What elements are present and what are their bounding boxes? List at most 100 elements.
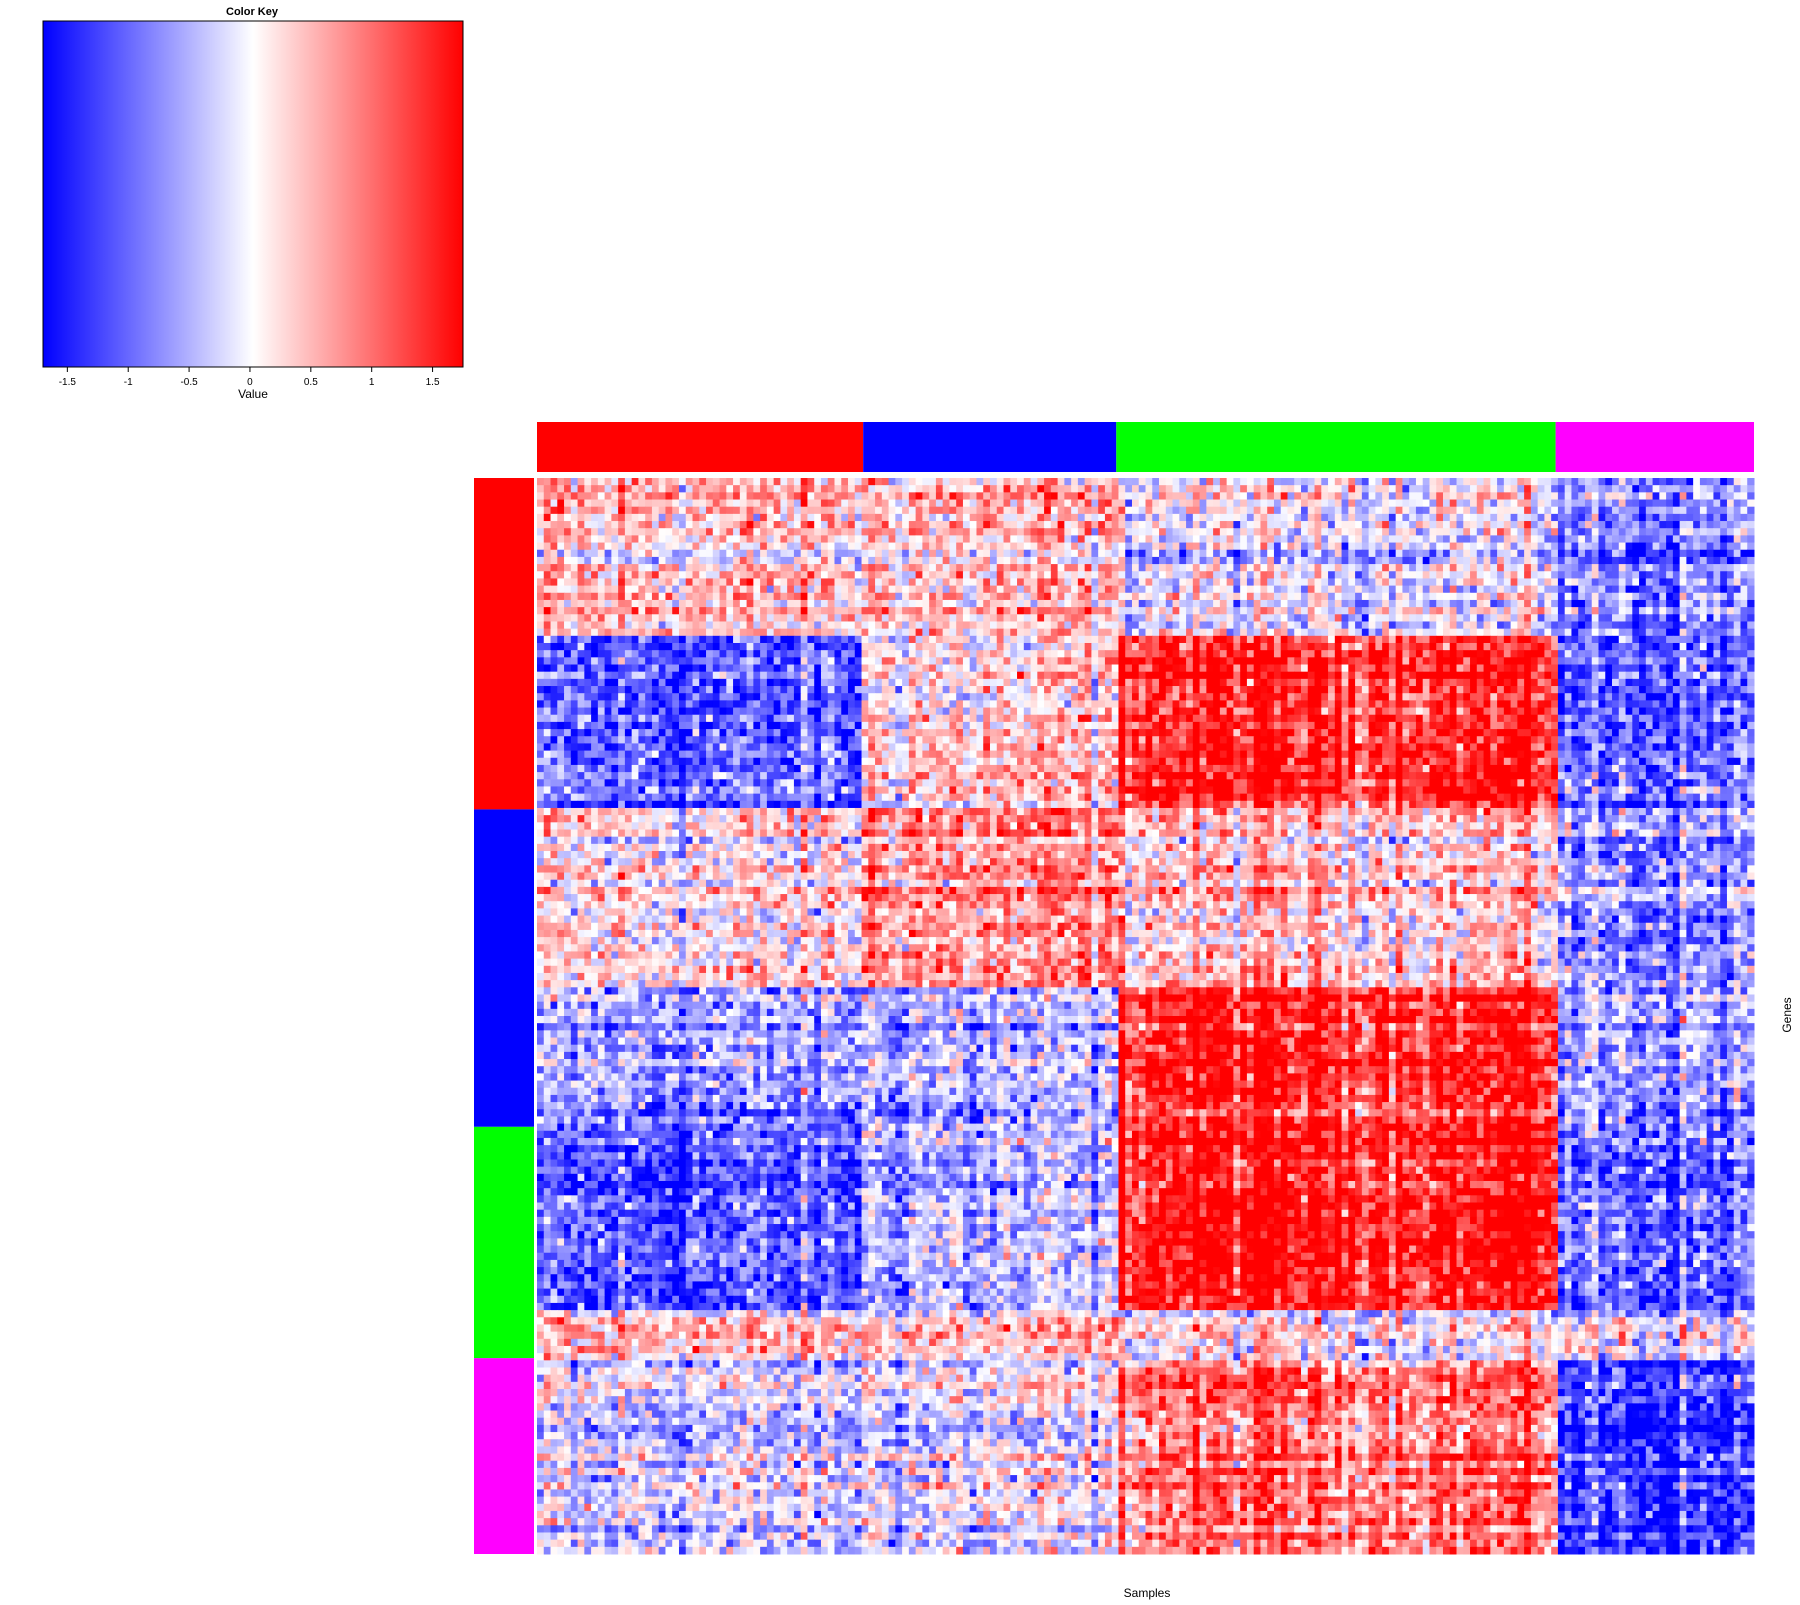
- heatmap-cell: [1382, 500, 1389, 508]
- heatmap-cell: [868, 636, 875, 644]
- heatmap-cell: [665, 593, 672, 601]
- heatmap-cell: [1457, 478, 1464, 486]
- heatmap-cell: [747, 665, 754, 673]
- heatmap-cell: [1605, 564, 1612, 572]
- heatmap-cell: [1105, 557, 1112, 565]
- heatmap-cell: [916, 600, 923, 608]
- heatmap-cell: [733, 665, 740, 673]
- heatmap-cell: [591, 543, 598, 551]
- heatmap-cell: [557, 528, 564, 536]
- heatmap-cell: [1308, 507, 1315, 515]
- heatmap-cell: [1639, 614, 1646, 622]
- heatmap-cell: [1051, 557, 1058, 565]
- heatmap-cell: [1457, 593, 1464, 601]
- heatmap-cell: [1071, 543, 1078, 551]
- heatmap-cell: [1686, 564, 1693, 572]
- heatmap-cell: [753, 543, 760, 551]
- heatmap-cell: [1524, 607, 1531, 615]
- heatmap-cell: [686, 492, 693, 500]
- heatmap-cell: [976, 607, 983, 615]
- heatmap-cell: [544, 657, 551, 665]
- heatmap-cell: [1247, 492, 1254, 500]
- heatmap-cell: [882, 636, 889, 644]
- heatmap-cell: [1659, 557, 1666, 565]
- heatmap-cell: [1044, 614, 1051, 622]
- heatmap-cell: [1037, 621, 1044, 629]
- heatmap-cell: [1206, 485, 1213, 493]
- heatmap-cell: [1517, 657, 1524, 665]
- heatmap-cell: [605, 586, 612, 594]
- heatmap-cell: [638, 564, 645, 572]
- heatmap-cell: [1308, 657, 1315, 665]
- heatmap-cell: [1328, 550, 1335, 558]
- heatmap-cell: [578, 543, 585, 551]
- heatmap-cell: [1254, 528, 1261, 536]
- heatmap-cell: [1342, 621, 1349, 629]
- heatmap-cell: [1538, 650, 1545, 658]
- heatmap-cell: [1619, 636, 1626, 644]
- heatmap-cell: [1227, 672, 1234, 680]
- heatmap-cell: [1571, 500, 1578, 508]
- heatmap-cell: [1402, 485, 1409, 493]
- heatmap-cell: [1632, 586, 1639, 594]
- heatmap-cell: [1193, 643, 1200, 651]
- heatmap-cell: [1186, 593, 1193, 601]
- heatmap-cell: [1673, 593, 1680, 601]
- heatmap-cell: [787, 500, 794, 508]
- heatmap-cell: [983, 578, 990, 586]
- heatmap-cell: [1315, 629, 1322, 637]
- heatmap-cell: [1626, 485, 1633, 493]
- heatmap-cell: [1544, 621, 1551, 629]
- heatmap-cell: [1598, 607, 1605, 615]
- heatmap-cell: [1186, 507, 1193, 515]
- heatmap-cell: [753, 564, 760, 572]
- heatmap-cell: [611, 578, 618, 586]
- heatmap-cell: [632, 586, 639, 594]
- heatmap-cell: [1747, 571, 1754, 579]
- heatmap-cell: [807, 478, 814, 486]
- heatmap-cell: [1707, 650, 1714, 658]
- heatmap-cell: [1362, 607, 1369, 615]
- heatmap-cell: [1159, 593, 1166, 601]
- heatmap-cell: [862, 636, 869, 644]
- heatmap-cell: [1085, 528, 1092, 536]
- heatmap-cell: [963, 557, 970, 565]
- heatmap-cell: [1429, 636, 1436, 644]
- heatmap-cell: [1686, 614, 1693, 622]
- heatmap-cell: [976, 665, 983, 673]
- heatmap-cell: [578, 478, 585, 486]
- heatmap-cell: [1321, 607, 1328, 615]
- heatmap-cell: [780, 593, 787, 601]
- heatmap-cell: [740, 657, 747, 665]
- heatmap-cell: [1457, 500, 1464, 508]
- heatmap-cell: [1592, 543, 1599, 551]
- heatmap-cell: [638, 571, 645, 579]
- heatmap-cell: [963, 607, 970, 615]
- heatmap-cell: [1531, 657, 1538, 665]
- heatmap-cell: [1139, 550, 1146, 558]
- heatmap-cell: [1118, 586, 1125, 594]
- heatmap-cell: [1531, 557, 1538, 565]
- heatmap-cell: [794, 478, 801, 486]
- heatmap-cell: [747, 607, 754, 615]
- heatmap-cell: [1747, 593, 1754, 601]
- heatmap-cell: [1274, 593, 1281, 601]
- heatmap-cell: [1139, 528, 1146, 536]
- heatmap-cell: [1085, 578, 1092, 586]
- heatmap-cell: [963, 629, 970, 637]
- heatmap-cell: [1254, 485, 1261, 493]
- heatmap-cell: [1693, 521, 1700, 529]
- heatmap-cell: [1085, 557, 1092, 565]
- heatmap-cell: [1700, 514, 1707, 522]
- heatmap-cell: [584, 543, 591, 551]
- heatmap-cell: [747, 557, 754, 565]
- heatmap-cell: [1538, 550, 1545, 558]
- heatmap-cell: [834, 550, 841, 558]
- heatmap-cell: [1112, 507, 1119, 515]
- heatmap-cell: [733, 521, 740, 529]
- heatmap-cell: [1362, 492, 1369, 500]
- heatmap-cell: [895, 514, 902, 522]
- heatmap-cell: [1740, 557, 1747, 565]
- heatmap-cell: [895, 643, 902, 651]
- heatmap-cell: [1240, 550, 1247, 558]
